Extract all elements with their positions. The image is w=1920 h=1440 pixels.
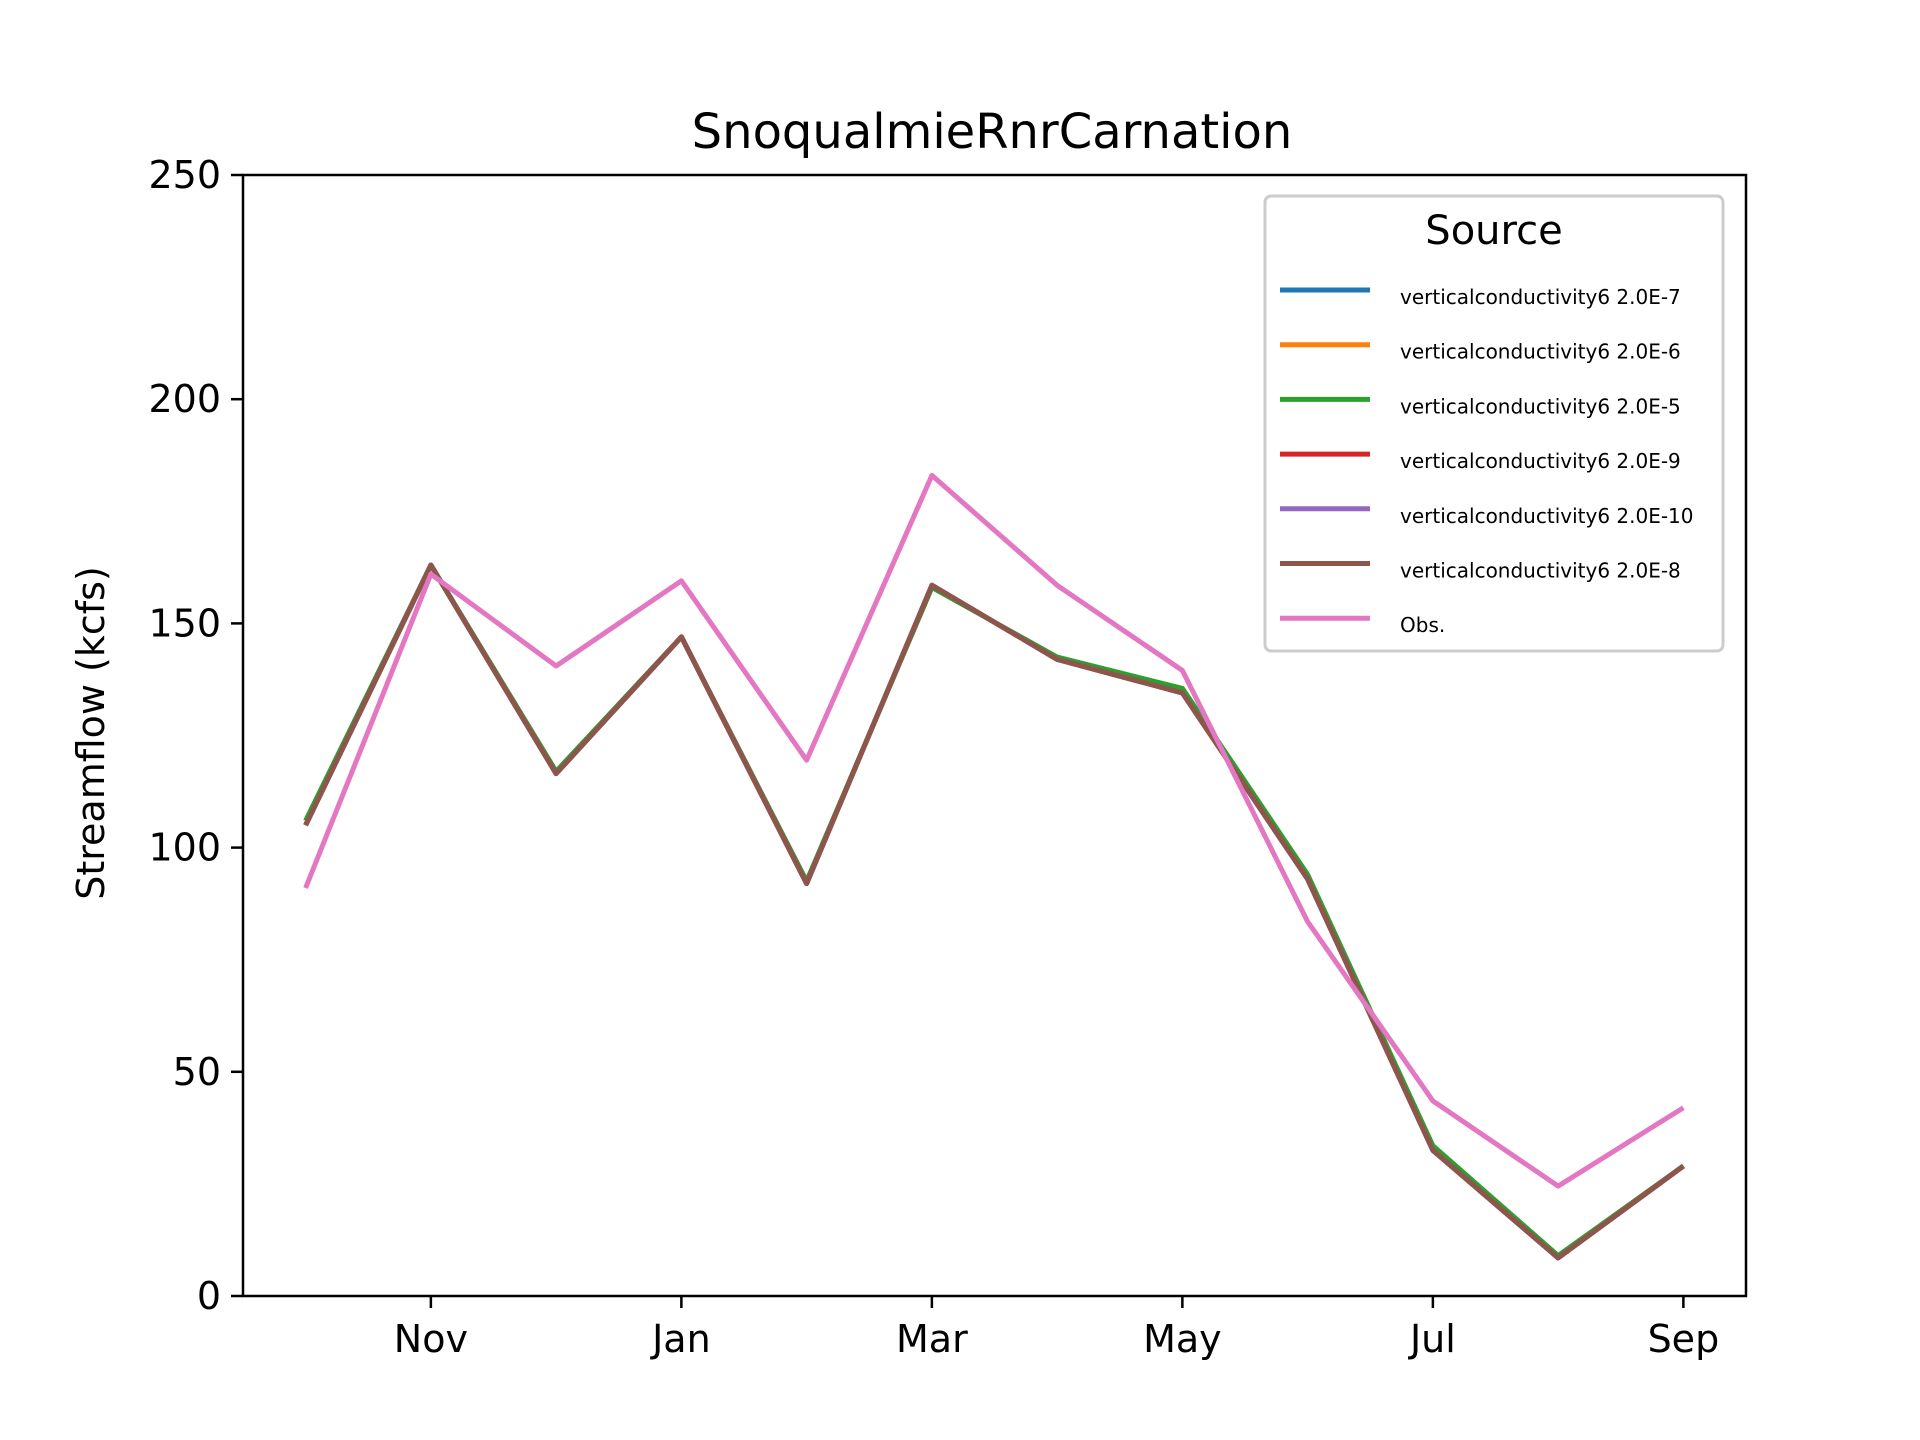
legend-label-4: verticalconductivity6 2.0E-10 [1400,504,1694,528]
series-line-6 [303,472,1685,1189]
series-line-2 [303,562,1685,1259]
y-tick-label-2: 100 [148,826,221,870]
plot-area: 0 50 100 150 200 250 Nov Jan Mar May Jul Sep [148,153,1748,1361]
x-tick-label-5: Sep [1648,1317,1720,1361]
axes-frame [241,173,1748,1298]
series-line-0 [303,562,1685,1261]
y-tick-label-4: 200 [148,377,221,421]
legend-box [1263,194,1725,653]
y-tick-label-0: 0 [197,1274,221,1318]
legend-label-1: verticalconductivity6 2.0E-6 [1400,340,1681,364]
series-line-5 [303,562,1685,1261]
y-axis-label: Streamflow (kcfs) [69,566,113,900]
legend-label-0: verticalconductivity6 2.0E-7 [1400,285,1681,309]
legend-label-6: Obs. [1400,613,1445,637]
x-tick-label-3: May [1143,1317,1222,1361]
y-tick-label-3: 150 [148,601,221,645]
series-line-3 [303,562,1685,1261]
series-line-4 [303,562,1685,1261]
y-tick-label-1: 50 [173,1050,221,1094]
legend-label-2: verticalconductivity6 2.0E-5 [1400,394,1681,418]
legend: Source verticalconductivity6 2.0E-7verti… [1263,194,1725,653]
legend-entries: verticalconductivity6 2.0E-7 verticalcond… [1280,285,1694,637]
x-tick-label-2: Mar [896,1317,968,1361]
chart-title: SnoqualmieRnrCarnation [692,104,1293,160]
legend-label-5: verticalconductivity6 2.0E-8 [1400,559,1681,583]
legend-label-3: verticalconductivity6 2.0E-9 [1400,449,1681,473]
y-tick-label-5: 250 [148,153,221,197]
series-line-1 [303,562,1685,1261]
x-tick-label-0: Nov [394,1317,468,1361]
x-tick-label-1: Jan [650,1317,711,1361]
x-tick-label-4: Jul [1408,1317,1456,1361]
legend-title: Source [1425,208,1562,254]
